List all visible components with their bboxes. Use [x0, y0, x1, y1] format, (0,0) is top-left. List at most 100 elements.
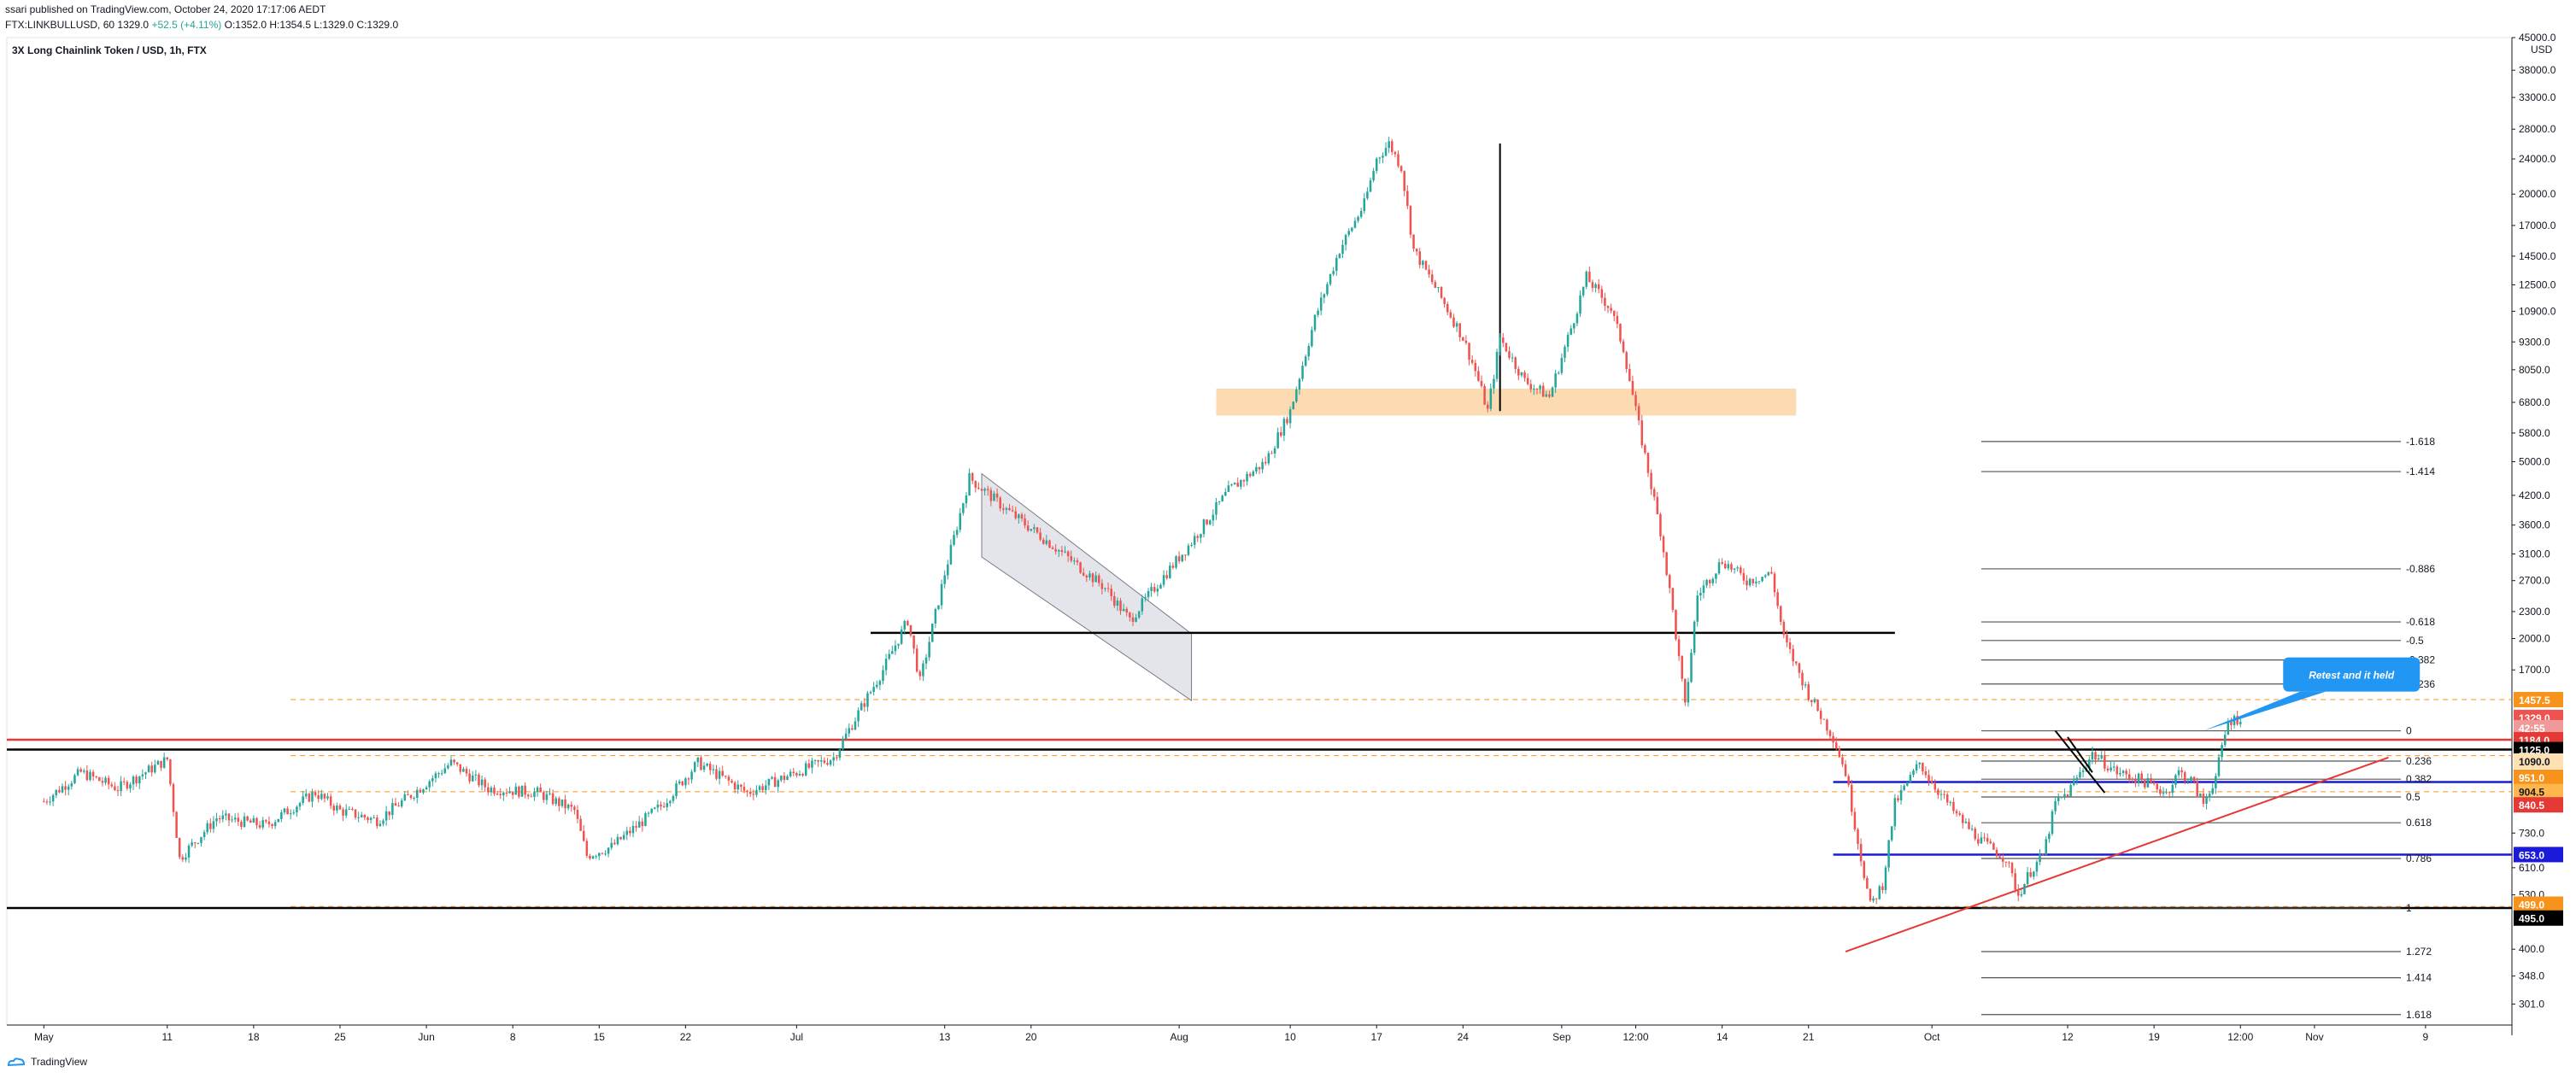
candle-body — [1332, 271, 1335, 274]
candle-body — [875, 684, 878, 688]
candle-body — [1872, 898, 1875, 901]
candle-body — [625, 830, 629, 835]
candle-body — [1227, 485, 1230, 492]
candle-body — [51, 794, 55, 802]
candle-body — [912, 635, 915, 649]
candle-body — [576, 810, 579, 819]
candle-body — [191, 842, 193, 846]
candle-body — [1437, 287, 1440, 289]
candle-body — [955, 530, 959, 536]
candle-body — [878, 681, 882, 685]
candle-body — [918, 671, 922, 677]
candle-body — [709, 764, 712, 770]
candle-body — [1986, 838, 1989, 842]
candle-body — [1930, 781, 1933, 784]
x-tick-label: 9 — [2423, 1031, 2429, 1043]
candle-body — [1541, 385, 1545, 397]
y-tick-label: 12500.0 — [2519, 278, 2556, 290]
candle-body — [73, 775, 76, 783]
candle-body — [2004, 861, 2008, 863]
candle-body — [166, 757, 169, 759]
candle-body — [382, 820, 384, 824]
y-tick-label: 6800.0 — [2519, 396, 2550, 408]
candle-body — [755, 789, 758, 795]
candle-body — [1551, 387, 1554, 397]
candle-body — [502, 792, 505, 796]
candle-body — [974, 480, 977, 488]
candle-body — [1844, 764, 1847, 776]
candle-body — [607, 847, 610, 854]
tradingview-logo[interactable]: TradingView — [7, 1056, 87, 1068]
candle-body — [1819, 711, 1822, 719]
price-axis-label: 653.0 — [2519, 849, 2544, 861]
candle-body — [1974, 829, 1976, 840]
candle-body — [706, 764, 708, 766]
candle-body — [101, 781, 104, 783]
candle-body — [514, 786, 518, 795]
candle-body — [1949, 801, 1952, 803]
candle-body — [989, 489, 993, 501]
candle-body — [789, 771, 792, 776]
candle-body — [1912, 770, 1915, 776]
tradingview-brand: TradingView — [31, 1056, 88, 1068]
candle-body — [1776, 592, 1779, 606]
candle-body — [748, 792, 752, 794]
candle-body — [1483, 385, 1486, 405]
candle-body — [2020, 893, 2023, 896]
candle-body — [70, 782, 73, 787]
candle-body — [376, 817, 378, 827]
x-tick-label: 19 — [2148, 1031, 2160, 1043]
candle-body — [1430, 274, 1434, 283]
candle-body — [110, 784, 114, 787]
candle-body — [644, 812, 647, 826]
candle-body — [1070, 556, 1073, 561]
candle-body — [1576, 313, 1579, 324]
candle-body — [619, 836, 622, 840]
candle-body — [1058, 550, 1060, 552]
candle-body — [1045, 540, 1048, 544]
candle-body — [903, 621, 907, 630]
candle-body — [1767, 571, 1770, 576]
candle-body — [1480, 380, 1483, 386]
candle-body — [1434, 282, 1437, 289]
candle-body — [551, 793, 555, 805]
candle-body — [826, 763, 829, 765]
candle-body — [650, 808, 653, 813]
y-tick-label: 730.0 — [2519, 827, 2544, 839]
candle-body — [1637, 406, 1640, 421]
candle-body — [384, 811, 388, 821]
candle-body — [1206, 519, 1208, 524]
candle-body — [1150, 587, 1153, 591]
candle-body — [1893, 798, 1897, 827]
y-tick-label: 45000.0 — [2519, 32, 2556, 44]
candle-body — [1906, 782, 1909, 786]
candle-body — [1727, 564, 1730, 569]
price-axis-label: 499.0 — [2519, 899, 2544, 911]
candle-body — [660, 804, 662, 806]
candle-body — [1129, 612, 1131, 618]
fib-level-label: 0.786 — [2406, 852, 2432, 864]
candle-body — [354, 809, 357, 818]
candle-body — [900, 629, 903, 644]
x-tick-label: Oct — [1924, 1031, 1940, 1043]
candle-body — [114, 786, 116, 791]
x-tick-label: 21 — [1803, 1031, 1815, 1043]
candle-body — [1135, 617, 1137, 622]
candle-body — [2033, 871, 2035, 877]
candle-body — [243, 816, 246, 827]
candle-body — [286, 808, 289, 815]
candle-body — [478, 774, 480, 786]
candle-body — [940, 583, 943, 606]
candle-body — [367, 817, 369, 821]
callout-text: Retest and it held — [2309, 670, 2395, 682]
candle-body — [178, 837, 181, 858]
fib-level-label: -0.5 — [2406, 635, 2424, 647]
candle-body — [844, 733, 848, 740]
candle-body — [1989, 841, 1992, 844]
candle-body — [484, 779, 486, 788]
candle-body — [1242, 480, 1246, 482]
fib-level-label: -1.414 — [2406, 466, 2435, 477]
candle-body — [212, 821, 215, 829]
candle-body — [1181, 554, 1183, 562]
